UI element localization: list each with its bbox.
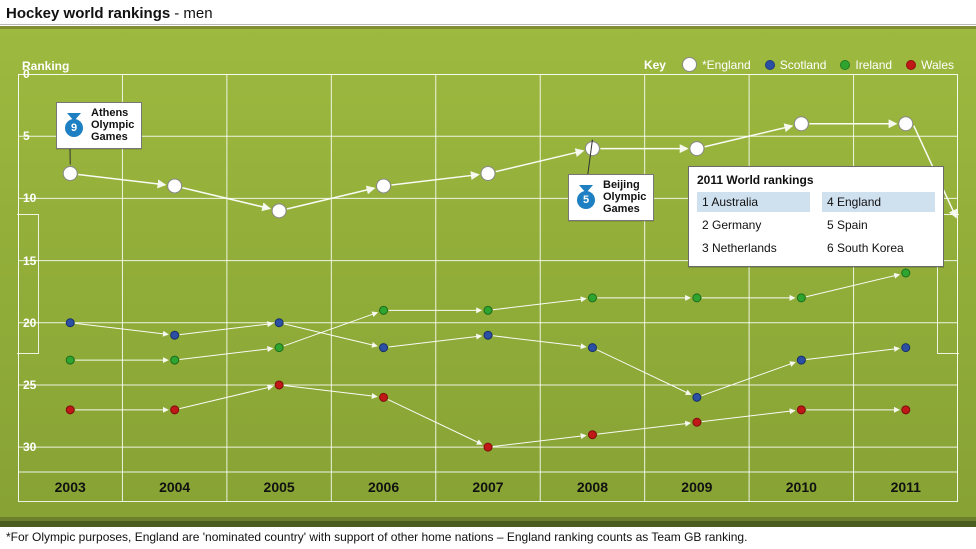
- x-tick-label: 2003: [20, 479, 120, 495]
- callout-line: Games: [91, 131, 134, 143]
- x-tick-label: 2008: [542, 479, 642, 495]
- y-tick-label: 0: [23, 67, 43, 81]
- x-tick-label: 2009: [647, 479, 747, 495]
- y-tick-label: 10: [23, 191, 43, 205]
- legend-item-scotland: Scotland: [765, 58, 827, 72]
- callout-line: Athens: [91, 107, 134, 119]
- legend-label: Ireland: [855, 58, 892, 72]
- title-bar: Hockey world rankings - men: [0, 0, 976, 25]
- rankings-cell: 1 Australia: [697, 192, 810, 212]
- callout-line: Olympic: [603, 191, 646, 203]
- legend-item-england: *England: [682, 57, 751, 72]
- callout-text: Athens Olympic Games: [91, 107, 134, 143]
- rankings-cell: 2 Germany: [697, 215, 810, 235]
- y-tick-label: 5: [23, 129, 43, 143]
- x-tick-label: 2006: [334, 479, 434, 495]
- chart-legend: Key *England Scotland Ireland Wales: [644, 57, 954, 72]
- rankings-grid: 1 Australia 4 England 2 Germany 5 Spain …: [697, 192, 935, 258]
- chart-svg: [18, 74, 958, 502]
- legend-item-ireland: Ireland: [840, 58, 892, 72]
- x-tick-label: 2005: [229, 479, 329, 495]
- circle-icon: [840, 60, 850, 70]
- callout-athens: 9 Athens Olympic Games: [56, 102, 142, 149]
- rankings-box-title: 2011 World rankings: [697, 173, 935, 187]
- legend-item-wales: Wales: [906, 58, 954, 72]
- rankings-cell: 4 England: [822, 192, 935, 212]
- circle-icon: [906, 60, 916, 70]
- y-tick-label: 25: [23, 378, 43, 392]
- title-suffix: - men: [174, 5, 212, 22]
- medal-number: 5: [577, 191, 595, 209]
- circle-icon: [765, 60, 775, 70]
- pitch-goal-left: [17, 214, 39, 354]
- legend-label: *England: [702, 58, 751, 72]
- plot-area: 2011 World rankings 1 Australia 4 Englan…: [18, 74, 958, 502]
- rankings-cell: 3 Netherlands: [697, 238, 810, 258]
- legend-label: Wales: [921, 58, 954, 72]
- legend-title: Key: [644, 58, 666, 72]
- title-main: Hockey world rankings: [6, 5, 170, 22]
- callout-line: Olympic: [91, 119, 134, 131]
- x-tick-label: 2011: [856, 479, 956, 495]
- callout-beijing: 5 Beijing Olympic Games: [568, 174, 654, 221]
- y-tick-label: 30: [23, 440, 43, 454]
- y-tick-label: 20: [23, 316, 43, 330]
- circle-icon: [682, 57, 697, 72]
- footnote: *For Olympic purposes, England are 'nomi…: [6, 530, 747, 544]
- callout-text: Beijing Olympic Games: [603, 179, 646, 215]
- page-root: Hockey world rankings - men Ranking Key …: [0, 0, 976, 549]
- rankings-box: 2011 World rankings 1 Australia 4 Englan…: [688, 166, 944, 267]
- medal-icon: 9: [63, 113, 85, 137]
- legend-label: Scotland: [780, 58, 827, 72]
- x-tick-label: 2007: [438, 479, 538, 495]
- chart-frame: Ranking Key *England Scotland Ireland Wa…: [0, 26, 976, 527]
- callout-line: Games: [603, 203, 646, 215]
- rankings-cell: 6 South Korea: [822, 238, 935, 258]
- x-tick-label: 2004: [125, 479, 225, 495]
- medal-icon: 5: [575, 185, 597, 209]
- rankings-cell: 5 Spain: [822, 215, 935, 235]
- x-tick-label: 2010: [751, 479, 851, 495]
- callout-line: Beijing: [603, 179, 646, 191]
- y-tick-label: 15: [23, 254, 43, 268]
- medal-number: 9: [65, 119, 83, 137]
